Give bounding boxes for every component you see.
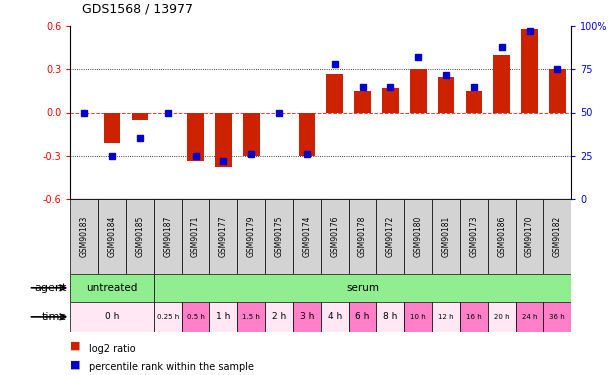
Bar xyxy=(466,91,482,112)
Bar xyxy=(70,274,154,302)
Bar xyxy=(299,112,315,156)
Bar xyxy=(404,302,432,332)
Bar xyxy=(293,199,321,274)
Bar xyxy=(460,199,488,274)
Bar xyxy=(521,29,538,112)
Text: GSM90180: GSM90180 xyxy=(414,216,423,257)
Text: GSM90171: GSM90171 xyxy=(191,216,200,257)
Text: GSM90173: GSM90173 xyxy=(469,216,478,257)
Bar xyxy=(321,199,349,274)
Bar xyxy=(382,88,399,112)
Bar xyxy=(126,199,154,274)
Bar xyxy=(516,199,543,274)
Text: 36 h: 36 h xyxy=(549,314,565,320)
Text: GSM90185: GSM90185 xyxy=(136,216,144,257)
Bar xyxy=(265,199,293,274)
Bar xyxy=(181,199,210,274)
Bar xyxy=(187,112,204,161)
Text: GSM90177: GSM90177 xyxy=(219,216,228,257)
Bar xyxy=(543,302,571,332)
Text: 10 h: 10 h xyxy=(411,314,426,320)
Text: GSM90187: GSM90187 xyxy=(163,216,172,257)
Text: GSM90179: GSM90179 xyxy=(247,216,255,257)
Bar xyxy=(154,274,571,302)
Text: 0.25 h: 0.25 h xyxy=(156,314,179,320)
Bar xyxy=(432,302,460,332)
Text: GSM90178: GSM90178 xyxy=(358,216,367,257)
Bar xyxy=(376,302,404,332)
Bar xyxy=(154,302,181,332)
Bar xyxy=(131,112,148,120)
Bar xyxy=(243,112,260,156)
Text: log2 ratio: log2 ratio xyxy=(89,344,135,354)
Text: serum: serum xyxy=(346,283,379,293)
Text: 12 h: 12 h xyxy=(438,314,454,320)
Bar xyxy=(549,69,566,112)
Text: GSM90172: GSM90172 xyxy=(386,216,395,257)
Text: agent: agent xyxy=(35,283,67,293)
Text: GSM90170: GSM90170 xyxy=(525,216,534,257)
Bar xyxy=(237,199,265,274)
Text: 2 h: 2 h xyxy=(272,312,286,321)
Text: GSM90186: GSM90186 xyxy=(497,216,506,257)
Bar xyxy=(321,302,349,332)
Text: percentile rank within the sample: percentile rank within the sample xyxy=(89,363,254,372)
Bar xyxy=(460,302,488,332)
Bar xyxy=(488,302,516,332)
Text: 4 h: 4 h xyxy=(327,312,342,321)
Text: GSM90176: GSM90176 xyxy=(330,216,339,257)
Text: 1.5 h: 1.5 h xyxy=(242,314,260,320)
Bar xyxy=(410,69,426,112)
Bar xyxy=(404,199,432,274)
Text: ■: ■ xyxy=(70,360,81,369)
Text: untreated: untreated xyxy=(86,283,137,293)
Bar xyxy=(432,199,460,274)
Text: 6 h: 6 h xyxy=(356,312,370,321)
Bar xyxy=(516,302,543,332)
Bar xyxy=(349,199,376,274)
Text: 16 h: 16 h xyxy=(466,314,481,320)
Text: time: time xyxy=(42,312,67,322)
Bar xyxy=(265,302,293,332)
Text: 0 h: 0 h xyxy=(105,312,119,321)
Text: 24 h: 24 h xyxy=(522,314,537,320)
Text: 1 h: 1 h xyxy=(216,312,230,321)
Bar xyxy=(237,302,265,332)
Text: GDS1568 / 13977: GDS1568 / 13977 xyxy=(82,2,194,15)
Bar xyxy=(376,199,404,274)
Bar xyxy=(104,112,120,143)
Text: GSM90181: GSM90181 xyxy=(442,216,450,257)
Text: GSM90174: GSM90174 xyxy=(302,216,312,257)
Bar xyxy=(210,302,237,332)
Bar xyxy=(543,199,571,274)
Text: 8 h: 8 h xyxy=(383,312,398,321)
Bar xyxy=(493,55,510,112)
Bar xyxy=(488,199,516,274)
Bar xyxy=(293,302,321,332)
Bar xyxy=(70,199,98,274)
Bar xyxy=(437,76,455,112)
Text: GSM90183: GSM90183 xyxy=(79,216,89,257)
Bar xyxy=(215,112,232,167)
Bar xyxy=(210,199,237,274)
Bar xyxy=(181,302,210,332)
Text: GSM90182: GSM90182 xyxy=(553,216,562,257)
Bar xyxy=(349,302,376,332)
Text: ■: ■ xyxy=(70,341,81,351)
Bar xyxy=(354,91,371,112)
Text: GSM90175: GSM90175 xyxy=(274,216,284,257)
Text: 0.5 h: 0.5 h xyxy=(186,314,205,320)
Bar xyxy=(98,199,126,274)
Bar xyxy=(154,199,181,274)
Text: GSM90184: GSM90184 xyxy=(108,216,117,257)
Bar xyxy=(70,302,154,332)
Text: 3 h: 3 h xyxy=(299,312,314,321)
Text: 20 h: 20 h xyxy=(494,314,510,320)
Bar xyxy=(326,74,343,112)
